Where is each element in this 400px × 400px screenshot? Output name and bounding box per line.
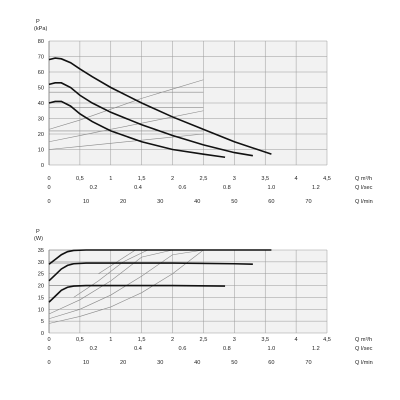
x-axis-unit-1: Q l/sec bbox=[355, 346, 373, 352]
x-tick-label-0: 1,5 bbox=[138, 176, 146, 182]
x-tick-label-0: 3,5 bbox=[261, 337, 269, 343]
y-tick-label: 10 bbox=[38, 307, 44, 313]
x-tick-label-0: 4,5 bbox=[323, 176, 331, 182]
x-tick-label-0: 1,5 bbox=[138, 337, 146, 343]
x-tick-label-0: 1 bbox=[109, 337, 112, 343]
x-tick-label-1: 1.2 bbox=[312, 346, 320, 352]
x-tick-label-0: 4 bbox=[295, 337, 298, 343]
y-tick-label: 25 bbox=[38, 272, 44, 278]
y-tick-label: 0 bbox=[41, 163, 44, 169]
x-tick-label-0: 2 bbox=[171, 337, 174, 343]
pump-curve-speed-3 bbox=[48, 100, 226, 159]
x-tick-label-2: 70 bbox=[305, 199, 311, 205]
x-tick-label-2: 40 bbox=[194, 199, 200, 205]
x-tick-label-2: 50 bbox=[231, 360, 237, 366]
x-tick-label-2: 20 bbox=[120, 199, 126, 205]
system-curve bbox=[48, 249, 204, 324]
x-tick-label-2: 0 bbox=[47, 199, 50, 205]
y-tick-label: 20 bbox=[38, 284, 44, 290]
y-axis-symbol: P bbox=[36, 229, 40, 235]
x-tick-label-2: 20 bbox=[120, 360, 126, 366]
x-tick-label-1: 0.2 bbox=[90, 185, 98, 191]
x-tick-label-1: 0.8 bbox=[223, 346, 231, 352]
pump-curve-speed-3 bbox=[48, 284, 226, 303]
y-axis-symbol: P bbox=[36, 19, 40, 25]
x-tick-label-0: 0 bbox=[47, 176, 50, 182]
x-tick-label-0: 2,5 bbox=[200, 176, 208, 182]
x-tick-label-0: 0 bbox=[47, 337, 50, 343]
y-tick-label: 20 bbox=[38, 132, 44, 138]
y-tick-label: 10 bbox=[38, 148, 44, 154]
x-tick-label-1: 1.0 bbox=[268, 346, 276, 352]
y-tick-label: 70 bbox=[38, 55, 44, 61]
pump-curve-speed-1 bbox=[48, 57, 272, 155]
x-tick-label-0: 2,5 bbox=[200, 337, 208, 343]
x-tick-label-2: 60 bbox=[268, 360, 274, 366]
x-axis-unit-2: Q l/min bbox=[355, 199, 373, 205]
system-curve bbox=[73, 249, 148, 298]
x-axis-unit-0: Q m³/h bbox=[355, 337, 372, 343]
x-tick-label-0: 0,5 bbox=[76, 176, 84, 182]
system-curve bbox=[48, 110, 204, 143]
system-curve bbox=[48, 249, 173, 315]
pump-curve-speed-2 bbox=[48, 82, 253, 157]
y-tick-label: 0 bbox=[41, 331, 44, 337]
x-tick-label-0: 4 bbox=[295, 176, 298, 182]
x-tick-label-1: 0.4 bbox=[134, 346, 142, 352]
x-tick-label-1: 0 bbox=[47, 185, 50, 191]
x-tick-label-1: 1.2 bbox=[312, 185, 320, 191]
x-tick-label-2: 70 bbox=[305, 360, 311, 366]
x-axis-unit-1: Q l/sec bbox=[355, 185, 373, 191]
y-axis-unit: (W) bbox=[34, 236, 43, 242]
y-tick-label: 40 bbox=[38, 101, 44, 107]
y-tick-label: 5 bbox=[41, 319, 44, 325]
y-tick-label: 60 bbox=[38, 70, 44, 76]
y-tick-label: 80 bbox=[38, 39, 44, 45]
pump-curve-speed-2 bbox=[48, 262, 253, 282]
x-tick-label-1: 0.8 bbox=[223, 185, 231, 191]
x-tick-label-0: 4,5 bbox=[323, 337, 331, 343]
x-tick-label-2: 40 bbox=[194, 360, 200, 366]
x-tick-label-2: 10 bbox=[83, 199, 89, 205]
x-tick-label-2: 50 bbox=[231, 199, 237, 205]
x-tick-label-0: 3 bbox=[233, 176, 236, 182]
x-axis-unit-2: Q l/min bbox=[355, 360, 373, 366]
x-tick-label-2: 30 bbox=[157, 199, 163, 205]
x-tick-label-2: 0 bbox=[47, 360, 50, 366]
x-tick-label-0: 3,5 bbox=[261, 176, 269, 182]
y-tick-label: 35 bbox=[38, 248, 44, 254]
x-tick-label-0: 2 bbox=[171, 176, 174, 182]
y-tick-label: 30 bbox=[38, 260, 44, 266]
x-axis-unit-0: Q m³/h bbox=[355, 176, 372, 182]
y-tick-label: 50 bbox=[38, 86, 44, 92]
system-curve bbox=[98, 249, 136, 274]
system-curve bbox=[48, 79, 204, 130]
pump-curve-speed-1 bbox=[48, 249, 272, 265]
x-tick-label-1: 1.0 bbox=[268, 185, 276, 191]
y-tick-label: 15 bbox=[38, 295, 44, 301]
x-tick-label-1: 0.6 bbox=[179, 346, 187, 352]
x-tick-label-1: 0.2 bbox=[90, 346, 98, 352]
y-axis-unit: (kPa) bbox=[34, 26, 48, 32]
x-tick-label-0: 3 bbox=[233, 337, 236, 343]
x-tick-label-2: 60 bbox=[268, 199, 274, 205]
x-tick-label-0: 0,5 bbox=[76, 337, 84, 343]
x-tick-label-0: 1 bbox=[109, 176, 112, 182]
x-tick-label-1: 0.4 bbox=[134, 185, 142, 191]
y-tick-label: 30 bbox=[38, 117, 44, 123]
x-tick-label-2: 30 bbox=[157, 360, 163, 366]
x-tick-label-1: 0.6 bbox=[179, 185, 187, 191]
x-tick-label-2: 10 bbox=[83, 360, 89, 366]
x-tick-label-1: 0 bbox=[47, 346, 50, 352]
